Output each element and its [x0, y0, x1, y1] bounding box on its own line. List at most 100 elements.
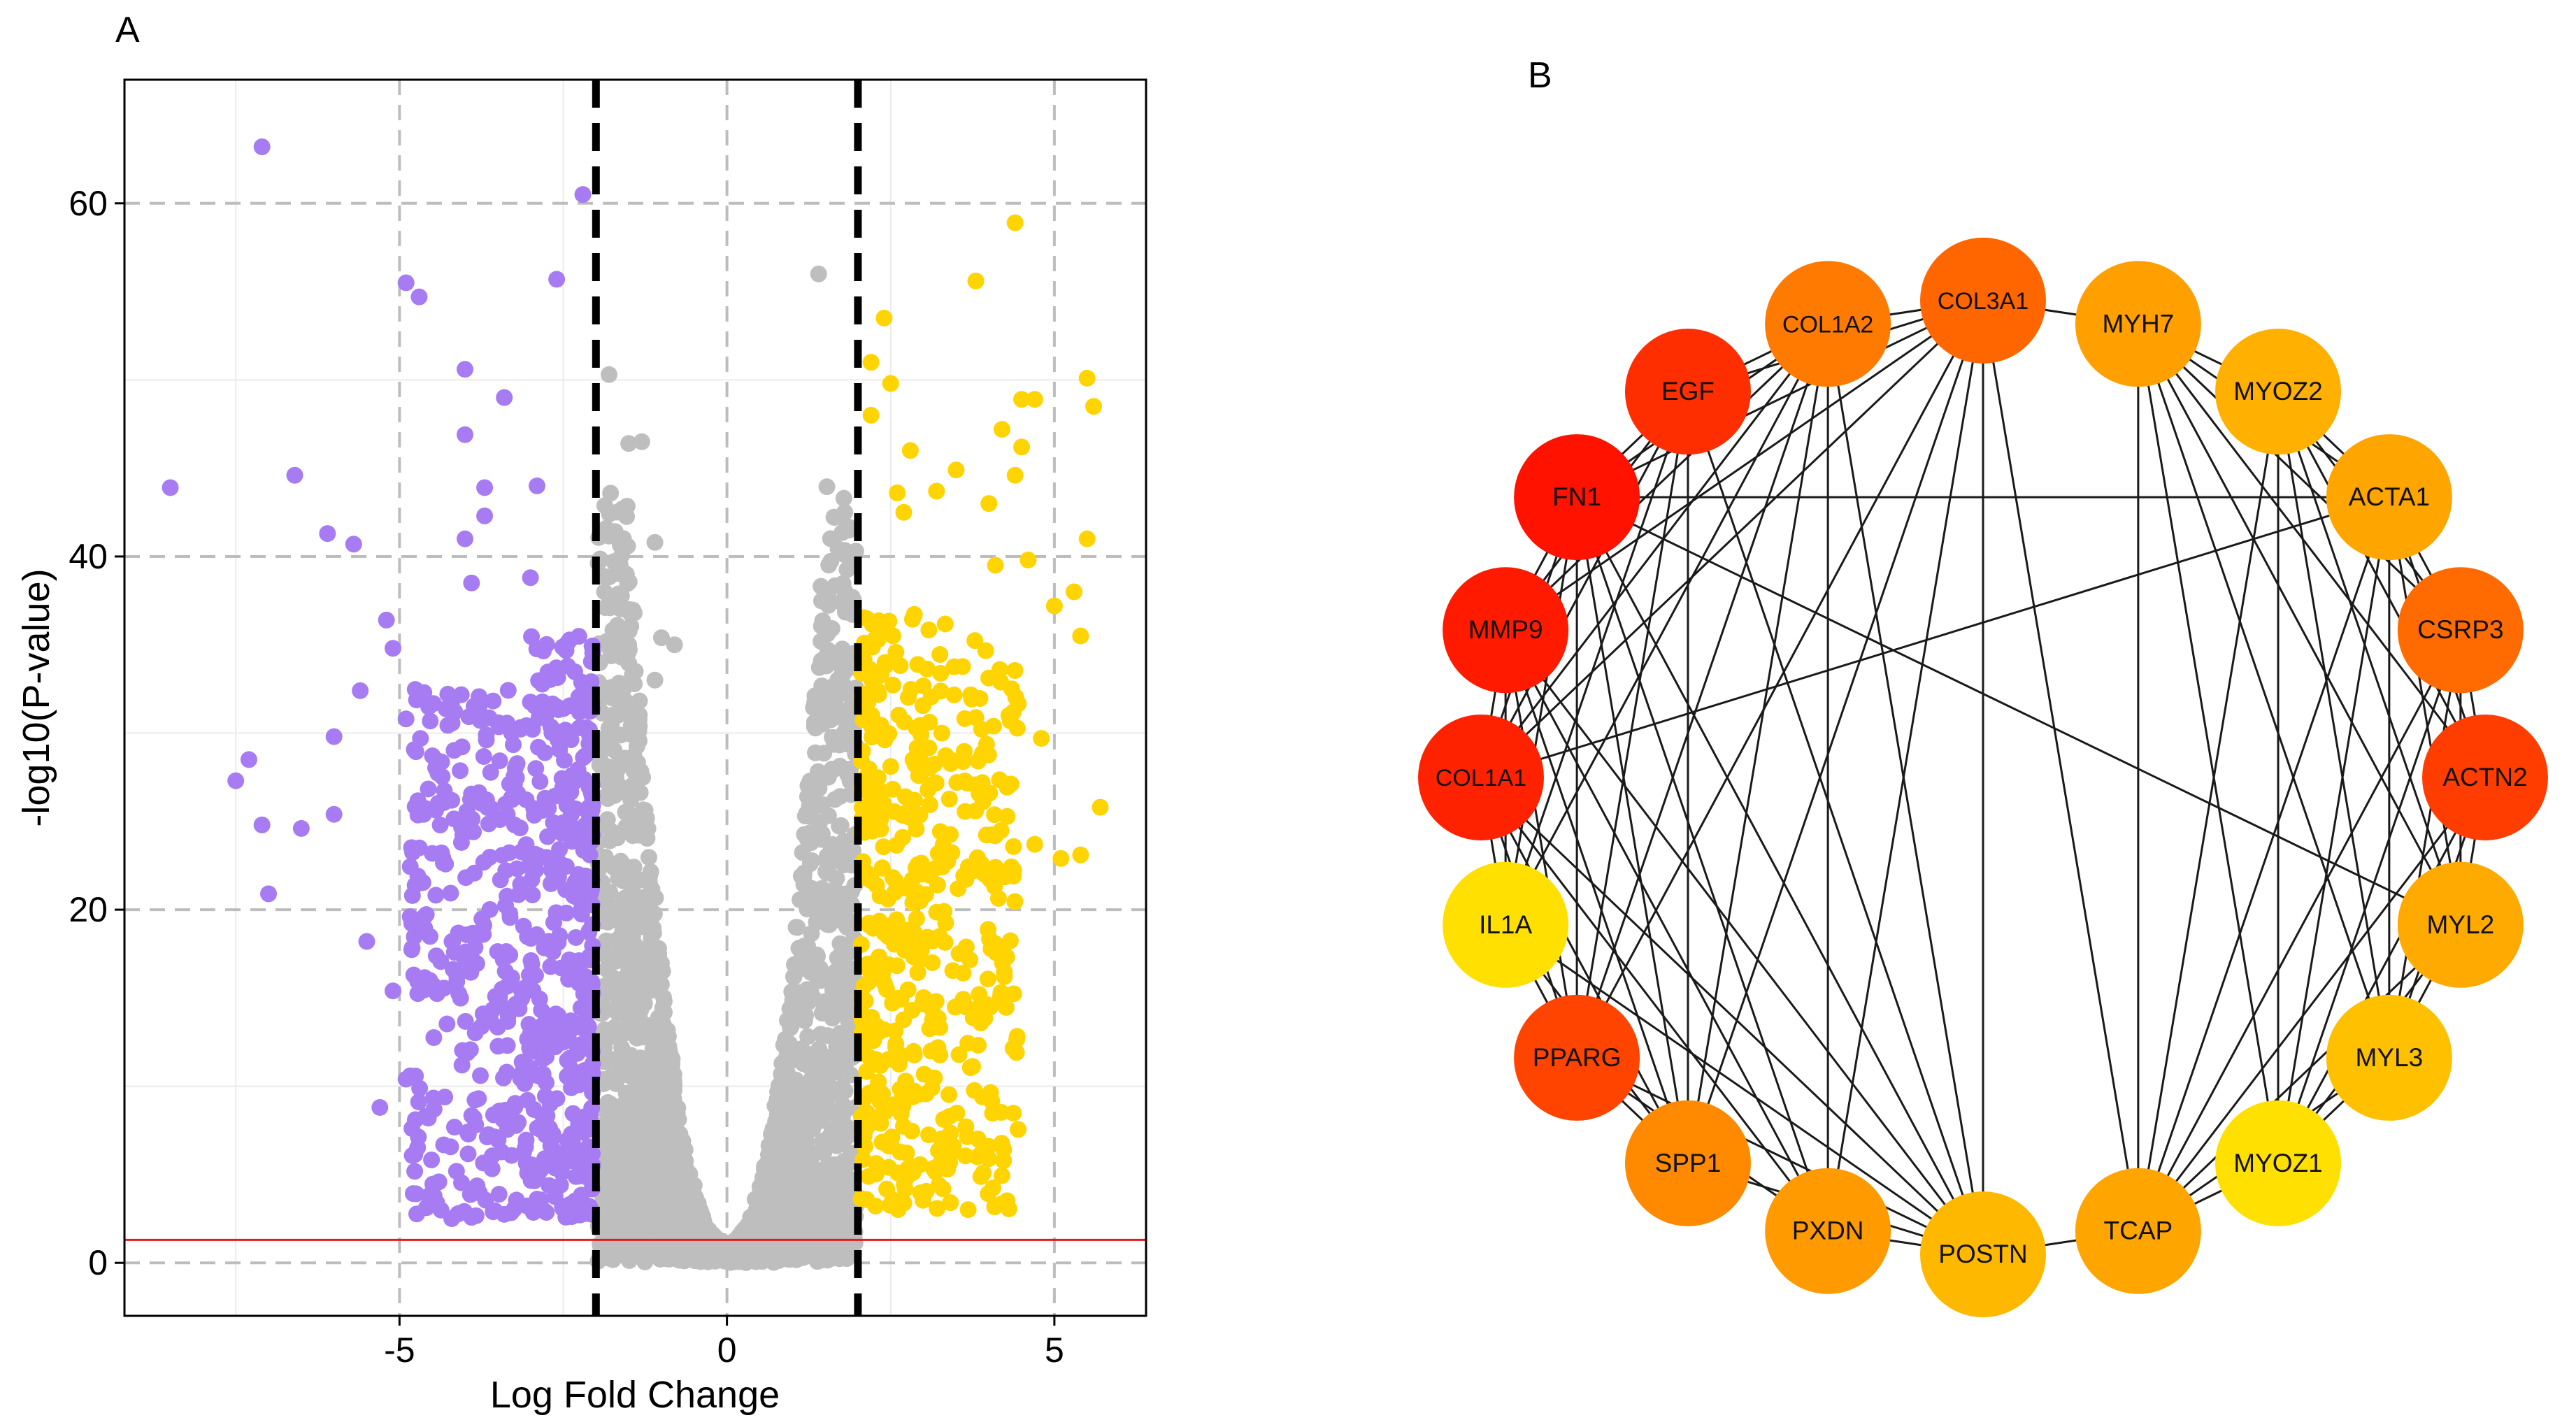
- up-point: [947, 461, 965, 479]
- down-point: [503, 1147, 520, 1164]
- ns-point: [617, 1189, 634, 1206]
- network-edge: [2388, 629, 2462, 1059]
- up-point: [887, 1022, 904, 1040]
- down-point: [526, 807, 543, 824]
- up-point: [1078, 530, 1096, 547]
- up-point: [914, 697, 931, 715]
- down-point: [529, 1164, 547, 1182]
- ns-point: [801, 824, 818, 842]
- ns-point: [831, 1038, 849, 1055]
- x-axis-label: Log Fold Change: [490, 1374, 780, 1416]
- network-edge: [1687, 391, 1984, 1255]
- ns-point: [664, 1099, 681, 1117]
- ns-point: [633, 433, 650, 450]
- node-label: EGF: [1661, 377, 1715, 406]
- ns-point: [813, 578, 830, 595]
- network-edge: [1826, 300, 1984, 1231]
- down-point: [471, 688, 488, 705]
- ns-point: [601, 366, 618, 383]
- ns-point: [766, 1162, 784, 1179]
- ns-point: [624, 927, 641, 945]
- up-point: [959, 1035, 977, 1052]
- x-tick-label: 0: [717, 1331, 737, 1370]
- ns-point: [601, 525, 618, 543]
- down-point: [424, 747, 441, 765]
- ns-point: [610, 870, 627, 887]
- ns-point: [813, 1239, 830, 1256]
- ns-point: [599, 790, 617, 808]
- down-point: [534, 1016, 552, 1033]
- up-point: [921, 759, 938, 777]
- up-point: [886, 884, 903, 901]
- ns-point: [685, 1177, 703, 1194]
- y-tick-label: 60: [69, 184, 108, 223]
- down-point: [520, 966, 538, 984]
- up-point: [880, 1159, 897, 1176]
- down-point: [424, 1175, 441, 1193]
- up-point: [1013, 438, 1031, 456]
- down-point: [453, 1174, 471, 1191]
- up-point: [1006, 893, 1024, 910]
- down-point: [540, 800, 557, 817]
- network-edge: [1504, 629, 1689, 1164]
- up-point: [957, 1147, 974, 1165]
- node-circle: [1765, 261, 1891, 387]
- ns-point: [654, 989, 672, 1006]
- network-edge: [2277, 777, 2486, 1164]
- up-point: [896, 713, 913, 731]
- down-point: [450, 924, 467, 942]
- up-point: [918, 660, 936, 677]
- down-point: [461, 1186, 479, 1203]
- down-point: [408, 1185, 425, 1203]
- down-point: [564, 833, 581, 850]
- ns-point: [792, 868, 810, 885]
- down-point: [548, 271, 566, 288]
- up-point: [954, 991, 972, 1008]
- down-point: [574, 186, 592, 203]
- ns-point: [656, 1078, 673, 1096]
- ns-point: [601, 568, 618, 586]
- up-point: [896, 788, 914, 805]
- ns-point: [596, 1000, 614, 1017]
- down-point: [529, 738, 547, 756]
- network-edge: [2388, 496, 2462, 926]
- node-tcap: TCAP: [2075, 1168, 2201, 1294]
- down-point: [573, 1019, 590, 1036]
- ns-point: [817, 901, 834, 919]
- ns-point: [664, 1050, 681, 1068]
- down-point: [561, 631, 578, 649]
- ns-point: [801, 855, 819, 873]
- node-col1a2: COL1A2: [1765, 261, 1891, 387]
- ns-point: [670, 1167, 687, 1184]
- down-point: [475, 917, 492, 934]
- down-point: [457, 943, 474, 961]
- network-edge: [1504, 496, 1578, 926]
- down-point: [545, 914, 562, 931]
- up-point: [867, 1166, 885, 1183]
- ns-point: [641, 888, 658, 905]
- up-point: [997, 998, 1015, 1016]
- network-edge: [1575, 323, 1829, 1059]
- up-point: [969, 1000, 987, 1017]
- ns-point: [599, 1207, 617, 1225]
- down-point: [423, 1152, 441, 1169]
- up-point: [870, 1073, 887, 1091]
- down-point: [499, 682, 517, 699]
- ns-point: [646, 671, 664, 689]
- down-point: [435, 1136, 452, 1154]
- down-point: [424, 845, 441, 862]
- down-point: [542, 875, 559, 892]
- ns-point: [808, 946, 826, 963]
- down-point: [459, 1126, 477, 1143]
- up-point: [904, 894, 922, 912]
- down-point: [575, 1068, 592, 1086]
- down-point: [468, 955, 485, 973]
- ns-point: [809, 1047, 827, 1064]
- ns-point: [818, 649, 836, 666]
- ns-point: [833, 664, 851, 682]
- up-point: [1005, 838, 1022, 855]
- up-point: [957, 938, 975, 956]
- up-point: [921, 796, 938, 813]
- network-edge: [1575, 496, 1689, 1164]
